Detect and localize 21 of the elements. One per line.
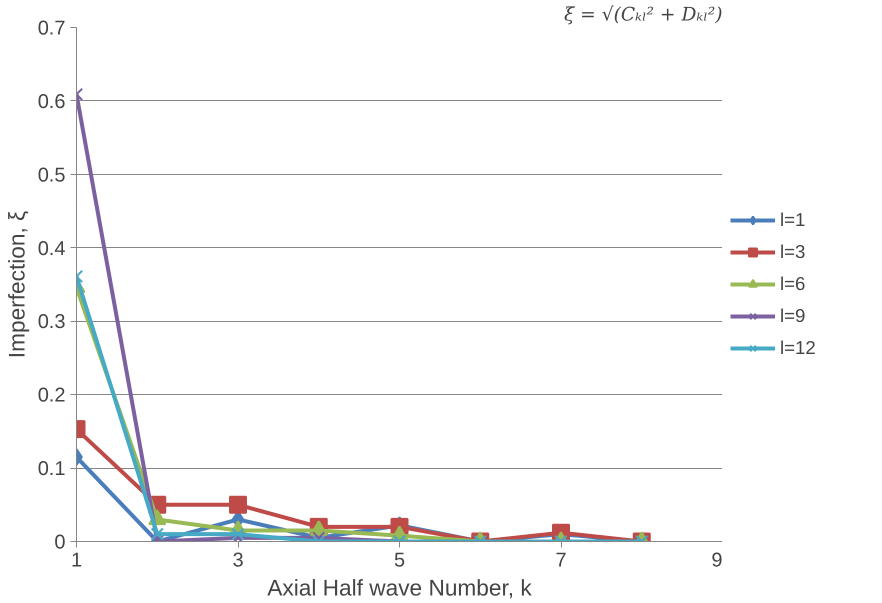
x-tick-label: 3 bbox=[232, 550, 244, 572]
x-tick-label: 1 bbox=[70, 550, 82, 572]
y-tick-label: 0.5 bbox=[38, 164, 66, 186]
y-tick-label: 0.3 bbox=[38, 311, 66, 334]
x-tick-label: 5 bbox=[394, 550, 406, 572]
legend-label: l=9 bbox=[780, 305, 806, 327]
y-tick-label: 0.2 bbox=[38, 384, 66, 407]
x-tick-label: 7 bbox=[555, 550, 567, 572]
y-tick-label: 0.4 bbox=[38, 238, 66, 260]
legend-label: l=1 bbox=[780, 209, 806, 231]
y-tick-label: 0.7 bbox=[38, 18, 66, 40]
legend-label: l=12 bbox=[780, 337, 816, 359]
y-tick-label: 0 bbox=[54, 532, 66, 554]
x-tick-label: 9 bbox=[711, 550, 722, 572]
x-axis-title: Axial Half wave Number, k bbox=[267, 574, 532, 600]
legend-label: l=6 bbox=[780, 273, 806, 295]
y-tick-label: 0.1 bbox=[38, 458, 66, 480]
legend-label: l=3 bbox=[780, 241, 806, 263]
text: ξ = √(Cₖₗ² + Dₖₗ²) bbox=[564, 4, 723, 26]
y-tick-label: 0.6 bbox=[38, 90, 66, 113]
y-axis-title: Imperfection, ξ bbox=[4, 210, 30, 358]
